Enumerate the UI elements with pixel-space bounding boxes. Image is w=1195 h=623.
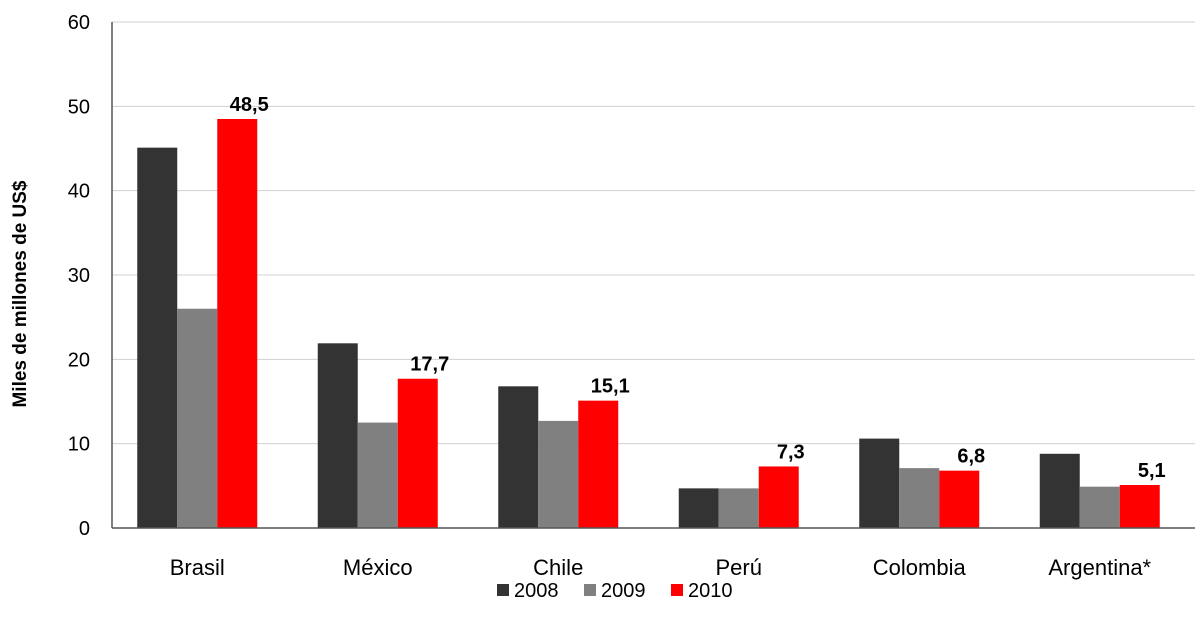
bar-2008-5 [1039,453,1080,528]
bar-2010-2 [578,400,619,528]
bar-2008-1 [317,343,358,528]
x-category-label: Colombia [873,555,967,580]
gridlines [112,21,1195,445]
data-label: 5,1 [1138,460,1166,482]
y-tick-label: 0 [79,518,90,540]
x-axis-labels: Brasil México Chile Perú Colombia Argentina* [170,555,1152,580]
x-category-label: México [343,555,413,580]
data-label: 6,8 [957,446,985,468]
legend-swatch-2009 [584,584,596,596]
bar-2009-3 [718,488,759,528]
y-tick-label: 10 [68,434,90,456]
legend-label: 2009 [601,580,646,602]
x-category-label: Argentina* [1048,555,1151,580]
x-category-label: Brasil [170,555,225,580]
bar-2010-0 [217,118,258,528]
y-tick-label: 30 [68,265,90,287]
y-tick-label: 60 [68,12,90,34]
legend-label: 2008 [514,580,559,602]
y-tick-label: 50 [68,96,90,118]
bar-2009-4 [899,468,940,528]
data-label: 17,7 [410,354,449,376]
y-axis-label: Miles de millones de US$ [10,180,31,407]
bar-2009-0 [177,308,218,528]
bar-2008-4 [859,438,900,528]
y-axis-ticks: 0 10 20 30 40 50 60 [68,12,90,540]
bar-2008-0 [137,147,178,528]
x-category-label: Chile [533,555,583,580]
bar-2010-5 [1119,484,1160,528]
data-label: 7,3 [777,441,805,463]
data-labels: 48,5 17,7 15,1 7,3 6,8 5,1 [230,94,1166,482]
legend: 2008 2009 2010 [497,580,733,602]
x-category-label: Perú [716,555,762,580]
bar-2009-1 [357,422,398,528]
legend-label: 2010 [688,580,733,602]
legend-swatch-2010 [671,584,683,596]
y-tick-label: 20 [68,349,90,371]
bar-2010-4 [939,470,980,528]
bar-2010-3 [758,466,799,528]
bar-2008-3 [678,488,719,528]
data-label: 15,1 [591,376,630,398]
data-label: 48,5 [230,94,269,116]
bar-2009-5 [1079,486,1120,528]
axes [111,22,1195,529]
bar-2009-2 [538,420,579,528]
y-tick-label: 40 [68,181,90,203]
bars [137,118,1160,528]
bar-2008-2 [498,386,539,528]
legend-swatch-2008 [497,584,509,596]
bar-2010-1 [397,378,438,528]
